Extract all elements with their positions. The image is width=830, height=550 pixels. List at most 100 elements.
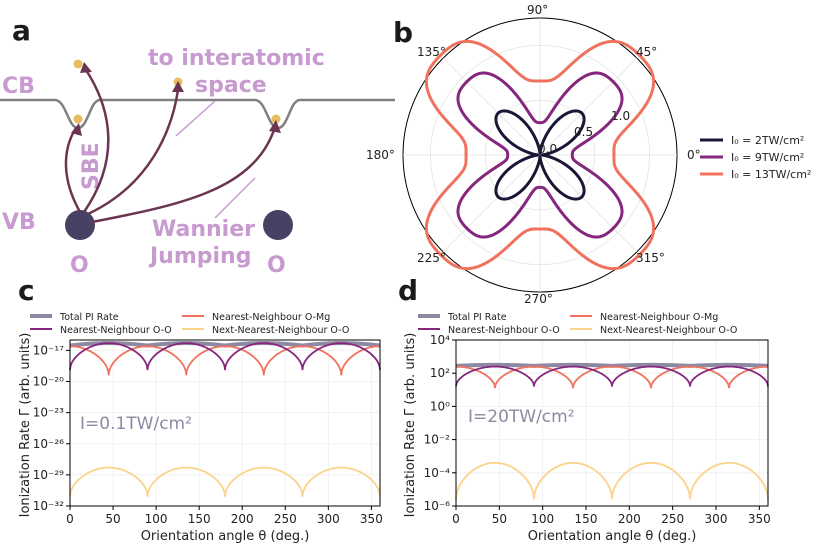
- angle-label-135: 135°: [417, 45, 446, 59]
- axes-c-series-3: [69, 466, 381, 497]
- axes-c-series-1: [70, 345, 380, 376]
- legend-d-nnn: Next-Nearest-Neighbour O-O: [600, 325, 737, 336]
- axes-d-xtick-label-5: 250: [661, 512, 684, 526]
- panel-d: d Total PI Rate Nearest-Neighbour O-Mg N…: [398, 274, 771, 544]
- interatomic-pointer: [175, 100, 216, 137]
- annotation-c: I=0.1TW/cm²: [80, 414, 192, 434]
- axes-c-ytick-label-5: 10⁻³²: [33, 499, 64, 513]
- interatomic-label-line2: space: [195, 73, 267, 98]
- wannier-pointer: [214, 177, 256, 219]
- panel-a-letter: a: [12, 14, 31, 47]
- o-atom-right: [263, 210, 293, 240]
- legend-c: Total PI Rate Nearest-Neighbour O-Mg Nea…: [30, 312, 349, 336]
- axes-d-xtick-label-1: 50: [492, 512, 507, 526]
- electron-dot-right-well: [271, 114, 281, 124]
- axes-c-xtick-label-2: 100: [145, 512, 168, 526]
- legend-c-total: Total PI Rate: [59, 312, 119, 323]
- axes-c-xtick-label-0: 0: [66, 512, 74, 526]
- axes-c-frame: [69, 339, 381, 507]
- axes-d-xtick-label-6: 300: [705, 512, 728, 526]
- o-atom-left: [65, 210, 95, 240]
- angle-label-90: 90°: [527, 3, 548, 17]
- axes-d-ytick-label-0: 10⁴: [430, 333, 450, 347]
- axes-c-ytick-label-0: 10⁻¹⁷: [33, 343, 64, 357]
- panel-b-letter: b: [393, 16, 413, 49]
- polar-series: [424, 39, 656, 271]
- axes-d-series-1: [456, 365, 768, 389]
- angle-label-315: 315°: [636, 251, 665, 265]
- axes-c: 0 50 100 150 200 250 300 350 10⁻¹⁷ 10⁻²⁰ 10⁻²³ 10⁻²…: [33, 339, 383, 526]
- ylabel-d: Ionization Rate Γ (arb. units): [403, 333, 418, 518]
- legend-c-omg: Nearest-Neighbour O-Mg: [212, 312, 330, 323]
- axes-c-xtick-label-3: 150: [188, 512, 211, 526]
- cb-label: CB: [2, 74, 35, 99]
- electron-dot-top: [73, 59, 83, 69]
- wannier-label-line1: Wannier: [152, 217, 255, 242]
- polar-series-0: [494, 109, 586, 201]
- arrow-sbe-well: [64, 127, 82, 213]
- axes-d-series-2: [455, 365, 769, 387]
- radial-label-0-5: 0.5: [574, 125, 593, 139]
- axes-d-ytick-label-4: 10⁻⁴: [424, 466, 451, 480]
- polar-grid-spoke-225: [442, 154, 541, 253]
- axes-c-ytick-label-3: 10⁻²⁶: [33, 437, 64, 451]
- axes-c-xtick-label-1: 50: [105, 512, 120, 526]
- polar-angle-labels: 0° 45° 90° 135° 180° 225° 270° 315°: [366, 3, 701, 306]
- axes-c-xtick-label-6: 300: [317, 512, 340, 526]
- legend-label-9tw: I₀ = 9TW/cm²: [731, 151, 804, 164]
- vb-label: VB: [2, 210, 36, 235]
- xlabel-c: Orientation angle θ (deg.): [141, 529, 310, 544]
- legend-c-nnn: Next-Nearest-Neighbour O-O: [212, 325, 349, 336]
- axes-d-ytick-label-3: 10⁻²: [424, 433, 451, 447]
- angle-label-180: 180°: [366, 148, 395, 162]
- arrowhead-top: [80, 62, 92, 73]
- legend-label-13tw: I₀ = 13TW/cm²: [731, 168, 811, 181]
- legend-d-omg: Nearest-Neighbour O-Mg: [600, 312, 718, 323]
- axes-d-xtick-label-0: 0: [452, 512, 460, 526]
- polar-legend: I₀ = 2TW/cm² I₀ = 9TW/cm² I₀ = 13TW/cm²: [700, 134, 811, 181]
- axes-d-ytick-label-2: 10⁰: [430, 399, 450, 413]
- wannier-label-line2: Jumping: [148, 244, 251, 269]
- arrow-to-interatomic: [87, 89, 180, 216]
- o-label-left: O: [70, 253, 89, 278]
- panel-d-letter: d: [398, 274, 418, 307]
- angle-label-45: 45°: [636, 45, 657, 59]
- polar-grid-spoke-315: [539, 154, 638, 253]
- axes-c-xtick-label-4: 200: [231, 512, 254, 526]
- axes-d: 0 50 100 150 200 250 300 350 10⁴ 10² 10⁰ 10⁻² 10⁻⁴ 10…: [424, 333, 771, 526]
- arrow-to-top: [82, 69, 110, 213]
- axes-d-ytick-label-5: 10⁻⁶: [424, 499, 451, 513]
- axes-c-xtick-label-5: 250: [274, 512, 297, 526]
- o-label-right: O: [267, 253, 286, 278]
- annotation-d: I=20TW/cm²: [468, 407, 575, 427]
- angle-label-270: 270°: [524, 292, 553, 306]
- polar-grid-spoke-135: [442, 57, 541, 156]
- arrowhead-interatomic: [172, 81, 184, 92]
- panel-c: c Total PI Rate Nearest-Neighbour O-Mg N…: [18, 274, 383, 544]
- axes-d-xtick-label-7: 350: [748, 512, 771, 526]
- axes-d-xtick-label-4: 200: [618, 512, 641, 526]
- legend-d: Total PI Rate Nearest-Neighbour O-Mg Nea…: [418, 312, 737, 336]
- ylabel-c: Ionization Rate Γ (arb. units): [18, 333, 33, 518]
- legend-d-oo: Nearest-Neighbour O-O: [448, 325, 560, 336]
- arrowhead-sbe: [71, 123, 82, 136]
- panel-a: a CB VB to interatomic space SBE Wannier…: [0, 14, 395, 278]
- axes-d-series-3: [455, 461, 769, 500]
- conduction-band-line: [0, 98, 395, 130]
- polar-series-2: [424, 39, 656, 271]
- axes-d-xtick-label-2: 100: [531, 512, 554, 526]
- xlabel-d: Orientation angle θ (deg.): [528, 529, 697, 544]
- axes-c-xtick-label-7: 350: [360, 512, 383, 526]
- panel-c-letter: c: [18, 274, 35, 307]
- polar-grid-spoke-45: [539, 57, 638, 156]
- legend-label-2tw: I₀ = 2TW/cm²: [731, 134, 804, 147]
- axes-c-ytick-label-4: 10⁻²⁹: [33, 468, 64, 482]
- polar-series-1: [456, 71, 624, 239]
- legend-c-oo: Nearest-Neighbour O-O: [60, 325, 172, 336]
- polar-radial-labels: 0.0 0.5 1.0: [538, 109, 630, 156]
- axes-c-ytick-label-1: 10⁻²⁰: [33, 375, 64, 389]
- arrowhead-wannier: [269, 120, 281, 133]
- axes-c-ytick-label-2: 10⁻²³: [33, 406, 64, 420]
- polar-grid: [403, 18, 677, 292]
